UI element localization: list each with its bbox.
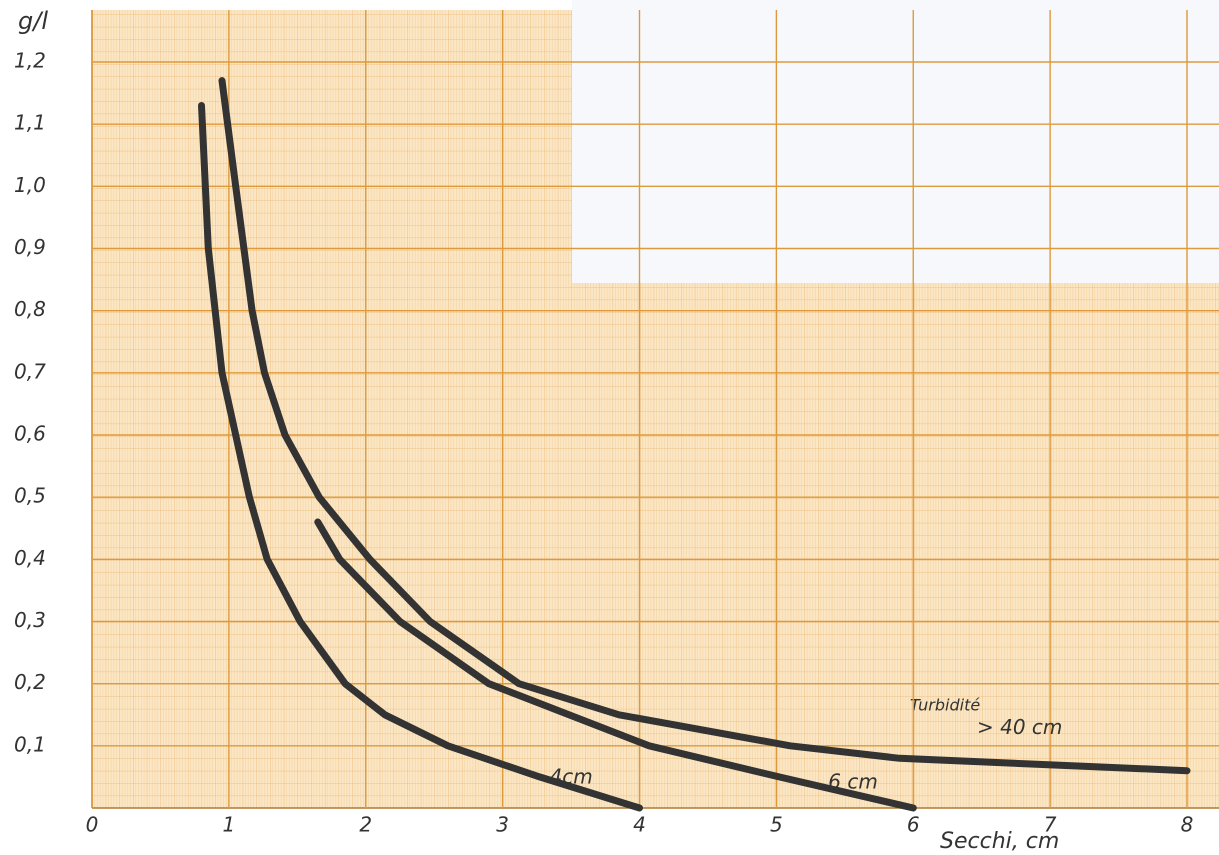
y-axis-label: g/l	[18, 7, 48, 35]
x-tick-label: 7	[1044, 813, 1057, 837]
x-tick-label: 5	[770, 813, 783, 837]
y-tick-label: 1,0	[14, 173, 46, 197]
y-tick-label: 0,5	[14, 484, 46, 508]
x-tick-label: 2	[359, 813, 372, 837]
x-tick-label: 0	[86, 813, 99, 837]
x-tick-label: 3	[496, 813, 509, 837]
x-axis-label: Secchi, cm	[940, 829, 1059, 854]
y-tick-label: 1,2	[14, 49, 46, 73]
x-tick-label: 6	[907, 813, 920, 837]
paper-cutout	[572, 0, 1219, 283]
x-tick-label: 8	[1181, 813, 1194, 837]
series-label: 6 cm	[828, 770, 878, 794]
y-tick-label: 0,3	[14, 608, 46, 632]
series-label: > 40 cm	[977, 715, 1062, 739]
y-tick-label: 0,1	[14, 732, 46, 756]
x-tick-label: 4	[633, 813, 646, 837]
x-tick-label: 1	[223, 813, 236, 837]
series-label: 4cm	[550, 765, 593, 789]
y-tick-label: 0,7	[14, 359, 46, 383]
series-line	[198, 102, 643, 812]
y-tick-label: 0,9	[14, 235, 46, 259]
series-line	[218, 77, 1191, 775]
y-tick-label: 0,6	[14, 422, 46, 446]
y-tick-label: 1,1	[14, 111, 46, 135]
y-tick-label: 0,2	[14, 670, 46, 694]
y-tick-label: 0,8	[14, 297, 46, 321]
series-line	[314, 518, 917, 812]
annotation: Turbidité	[910, 696, 980, 715]
y-tick-label: 0,4	[14, 546, 46, 570]
